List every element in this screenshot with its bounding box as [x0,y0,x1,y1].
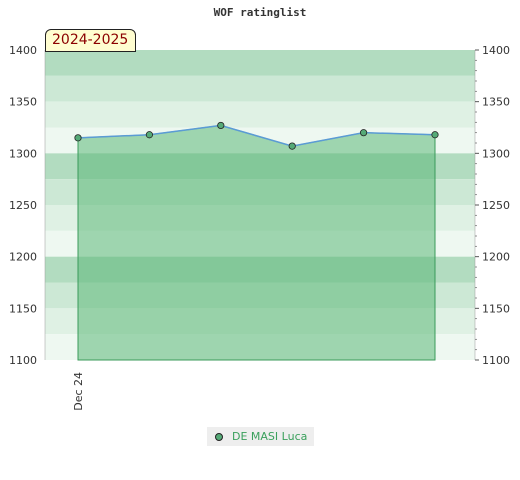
y-tick-label-left: 1350 [9,96,37,109]
y-tick-label-right: 1300 [482,147,510,160]
data-point [359,129,368,137]
y-tick-label-left: 1100 [9,354,37,367]
legend[interactable]: DE MASI Luca [207,427,314,446]
y-tick-label-right: 1350 [482,96,510,109]
y-tick-label-left: 1200 [9,251,37,264]
y-tick-label-right: 1100 [482,354,510,367]
y-tick-label-left: 1300 [9,147,37,160]
data-point [217,121,225,130]
legend-marker-icon [215,433,223,441]
y-tick-label-right: 1150 [482,302,510,315]
y-tick-label-left: 1250 [9,199,37,212]
x-tick-label: Dec 24 [72,372,85,411]
y-tick-label-left: 1400 [9,44,37,57]
data-point [431,131,439,139]
y-tick-label-right: 1400 [482,44,510,57]
background-band [45,101,475,128]
background-band [45,50,475,76]
y-tick-label-left: 1150 [9,302,37,315]
chart-title: WOF ratinglist [213,6,307,19]
background-band [45,75,475,102]
data-point [74,134,82,142]
data-point [145,131,153,139]
data-point [288,142,296,150]
y-tick-label-right: 1200 [482,251,510,264]
y-tick-label-right: 1250 [482,199,510,212]
season-badge: 2024-2025 [45,29,137,52]
series-area [77,124,436,361]
legend-label: DE MASI Luca [232,430,308,443]
series-line [77,124,436,147]
